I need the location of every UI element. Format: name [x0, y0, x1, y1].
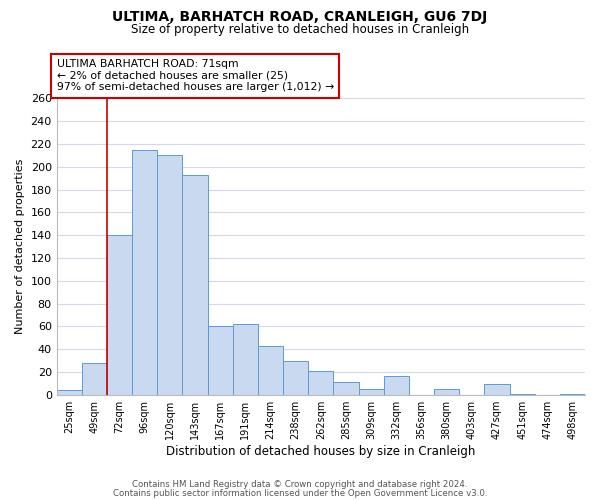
Bar — [157, 156, 182, 394]
Bar — [107, 235, 132, 394]
Bar — [182, 175, 208, 394]
Bar — [283, 360, 308, 394]
Bar — [334, 382, 359, 394]
Y-axis label: Number of detached properties: Number of detached properties — [15, 159, 25, 334]
Bar — [384, 376, 409, 394]
Text: ULTIMA, BARHATCH ROAD, CRANLEIGH, GU6 7DJ: ULTIMA, BARHATCH ROAD, CRANLEIGH, GU6 7D… — [112, 10, 488, 24]
Bar — [132, 150, 157, 394]
Bar — [56, 390, 82, 394]
Bar — [208, 326, 233, 394]
X-axis label: Distribution of detached houses by size in Cranleigh: Distribution of detached houses by size … — [166, 444, 476, 458]
Bar — [484, 384, 509, 394]
Bar — [258, 346, 283, 395]
Text: ULTIMA BARHATCH ROAD: 71sqm
← 2% of detached houses are smaller (25)
97% of semi: ULTIMA BARHATCH ROAD: 71sqm ← 2% of deta… — [56, 60, 334, 92]
Text: Contains HM Land Registry data © Crown copyright and database right 2024.: Contains HM Land Registry data © Crown c… — [132, 480, 468, 489]
Bar — [434, 389, 459, 394]
Bar — [359, 389, 384, 394]
Text: Contains public sector information licensed under the Open Government Licence v3: Contains public sector information licen… — [113, 488, 487, 498]
Bar — [233, 324, 258, 394]
Text: Size of property relative to detached houses in Cranleigh: Size of property relative to detached ho… — [131, 22, 469, 36]
Bar — [82, 363, 107, 394]
Bar — [308, 371, 334, 394]
